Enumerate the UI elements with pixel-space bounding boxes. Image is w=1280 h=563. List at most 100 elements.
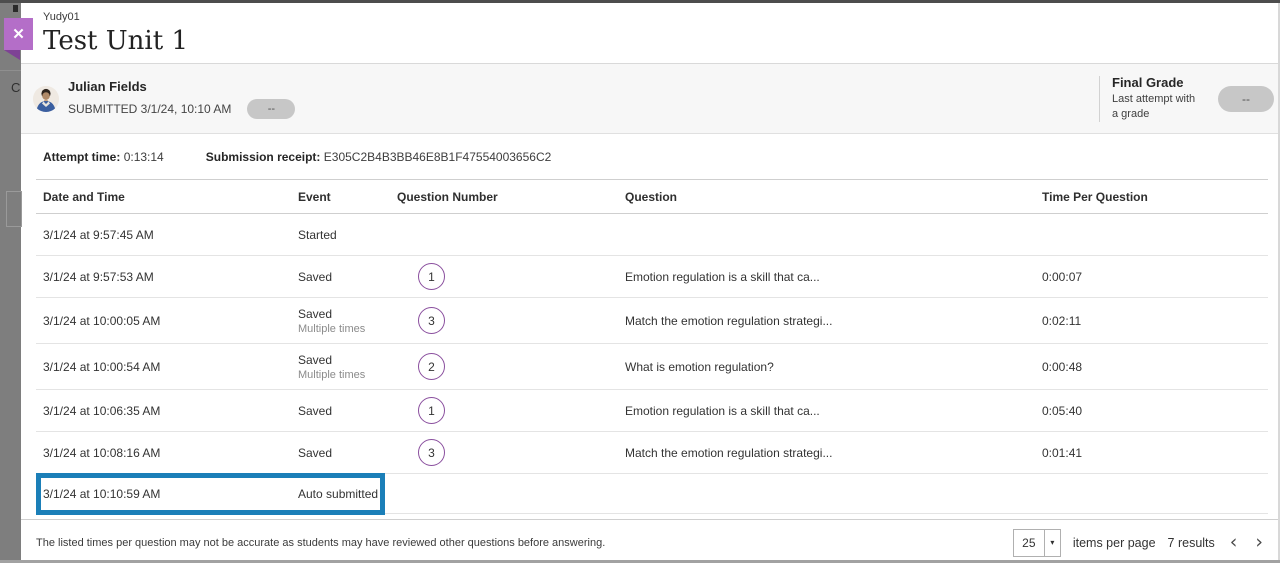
close-button[interactable]: ✕ (4, 18, 33, 50)
student-header: Julian Fields SUBMITTED 3/1/24, 10:10 AM… (21, 64, 1280, 134)
event-label: Auto submitted (298, 486, 379, 501)
cell-event: Started (298, 228, 397, 242)
event-label: Saved (298, 306, 333, 321)
student-name: Julian Fields (68, 78, 147, 94)
header-question-number: Question Number (397, 189, 498, 204)
question-number-badge: 1 (418, 397, 445, 424)
cell-question-number: 3 (397, 307, 625, 334)
attempt-meta: Attempt time: 0:13:14 Submission receipt… (21, 134, 1280, 179)
pagination: 25 ▾ items per page 7 results ‹ › (1012, 528, 1266, 557)
question-number-badge: 1 (418, 263, 445, 290)
cell-date-and-time: 3/1/24 at 10:06:35 AM (43, 403, 161, 418)
header-date-and-time: Date and Time (43, 189, 125, 204)
event-sublabel: Multiple times (298, 322, 366, 335)
cell-event: Saved (298, 270, 397, 284)
question-number-badge: 3 (418, 307, 445, 334)
cell-time-per-question: 0:05:40 (1042, 403, 1083, 418)
dimmed-background-page: C (0, 3, 22, 560)
close-icon: ✕ (12, 26, 25, 43)
table-header-row: Date and Time Event Question Number Ques… (36, 179, 1268, 214)
cell-question: Emotion regulation is a skill that ca... (625, 403, 820, 418)
cell-question: Match the emotion regulation strategi... (625, 445, 833, 460)
event-label: Saved (298, 403, 333, 418)
cell-question-number: 2 (397, 353, 625, 380)
submission-receipt: Submission receipt: E305C2B4B3BB46E8B1F4… (206, 150, 552, 164)
cell-event: Auto submitted (298, 487, 397, 501)
attempt-time-label: Attempt time: (43, 149, 121, 164)
submission-receipt-value: E305C2B4B3BB46E8B1F47554003656C2 (323, 149, 552, 164)
student-avatar (33, 85, 59, 112)
results-count: 7 results (1167, 535, 1215, 550)
cell-date-and-time: 3/1/24 at 9:57:45 AM (43, 227, 154, 242)
student-text: Julian Fields SUBMITTED 3/1/24, 10:10 AM… (68, 78, 296, 119)
event-label: Started (298, 227, 337, 242)
cell-event: Saved Multiple times (298, 307, 397, 335)
page-size-divider (1043, 529, 1045, 556)
background-text-fragment (13, 5, 18, 12)
table-body: 3/1/24 at 9:57:45 AM Started 3/1/24 at 9… (36, 214, 1268, 515)
final-grade-text: Final Grade Last attempt with a grade (1112, 75, 1204, 122)
question-number-badge: 2 (418, 353, 445, 380)
event-label: Saved (298, 352, 333, 367)
page-title: Test Unit 1 (43, 26, 188, 56)
cell-time-per-question: 0:01:41 (1042, 445, 1083, 460)
page-size-select[interactable]: 25 ▾ (1012, 528, 1061, 557)
attempt-grade-pill: -- (247, 98, 296, 119)
cell-time-per-question: 0:02:11 (1042, 313, 1082, 328)
table-footer: The listed times per question may not be… (21, 519, 1280, 560)
table-row: 3/1/24 at 10:00:05 AM Saved Multiple tim… (36, 298, 1268, 344)
accuracy-footnote: The listed times per question may not be… (36, 536, 606, 549)
event-label: Saved (298, 269, 333, 284)
cell-time-per-question: 0:00:07 (1042, 269, 1083, 284)
cell-time-per-question: 0:00:48 (1042, 359, 1083, 374)
background-divider-fragment (0, 70, 21, 71)
close-button-ribbon-fold (4, 50, 20, 60)
cell-date-and-time: 3/1/24 at 10:00:05 AM (43, 313, 161, 328)
cell-question-number: 3 (397, 439, 625, 466)
table-row: 3/1/24 at 10:00:54 AM Saved Multiple tim… (36, 344, 1268, 390)
attempt-time-value: 0:13:14 (123, 149, 164, 164)
table-row: 3/1/24 at 9:57:45 AM Started (36, 214, 1268, 256)
cell-date-and-time: 3/1/24 at 10:00:54 AM (43, 359, 161, 374)
cell-date-and-time: 3/1/24 at 10:10:59 AM (43, 486, 161, 501)
submission-receipt-label: Submission receipt: (205, 149, 321, 164)
cell-question: What is emotion regulation? (625, 359, 774, 374)
chevron-down-icon: ▾ (1050, 538, 1055, 547)
cell-event: Saved Multiple times (298, 353, 397, 381)
event-sublabel: Multiple times (298, 368, 366, 381)
avatar-image (33, 85, 59, 112)
final-grade-title: Final Grade (1112, 75, 1184, 91)
course-id: Yudy01 (43, 11, 80, 23)
student-subrow: SUBMITTED 3/1/24, 10:10 AM -- (68, 98, 296, 119)
cell-event: Saved (298, 446, 397, 460)
chevron-left-icon[interactable]: ‹ (1229, 531, 1238, 553)
background-button-fragment (6, 191, 22, 227)
final-grade-subtitle: Last attempt with a grade (1112, 93, 1196, 120)
header-event: Event (298, 189, 331, 204)
question-number-badge: 3 (418, 439, 445, 466)
table-row: 3/1/24 at 10:08:16 AM Saved 3 Match the … (36, 432, 1268, 474)
submitted-timestamp: SUBMITTED 3/1/24, 10:10 AM (68, 101, 232, 116)
background-letter-fragment: C (11, 80, 21, 95)
attempt-log-panel: Yudy01 Test Unit 1 Julian Fields (21, 3, 1280, 560)
title-bar: Yudy01 Test Unit 1 (21, 3, 1280, 64)
cell-event: Saved (298, 404, 397, 418)
page-size-value: 25 (1022, 535, 1036, 550)
items-per-page-label: items per page (1072, 535, 1156, 550)
attempt-time: Attempt time: 0:13:14 (43, 150, 164, 164)
student-summary: Julian Fields SUBMITTED 3/1/24, 10:10 AM… (33, 79, 1099, 119)
cell-date-and-time: 3/1/24 at 10:08:16 AM (43, 445, 161, 460)
chevron-right-icon[interactable]: › (1255, 531, 1263, 553)
cell-question-number: 1 (397, 263, 625, 290)
table-row: 3/1/24 at 10:06:35 AM Saved 1 Emotion re… (36, 390, 1268, 432)
event-label: Saved (298, 445, 333, 460)
header-time-per-question: Time Per Question (1042, 189, 1148, 204)
table-row: 3/1/24 at 9:57:53 AM Saved 1 Emotion reg… (36, 256, 1268, 298)
final-grade-block: Final Grade Last attempt with a grade -- (1099, 75, 1274, 122)
final-grade-pill: -- (1218, 85, 1274, 112)
cell-date-and-time: 3/1/24 at 9:57:53 AM (43, 269, 154, 284)
header-question: Question (625, 189, 678, 204)
event-log-table: Date and Time Event Question Number Ques… (36, 179, 1268, 515)
table-row: 3/1/24 at 10:10:59 AM Auto submitted (36, 473, 1268, 515)
cell-question: Emotion regulation is a skill that ca... (625, 269, 820, 284)
